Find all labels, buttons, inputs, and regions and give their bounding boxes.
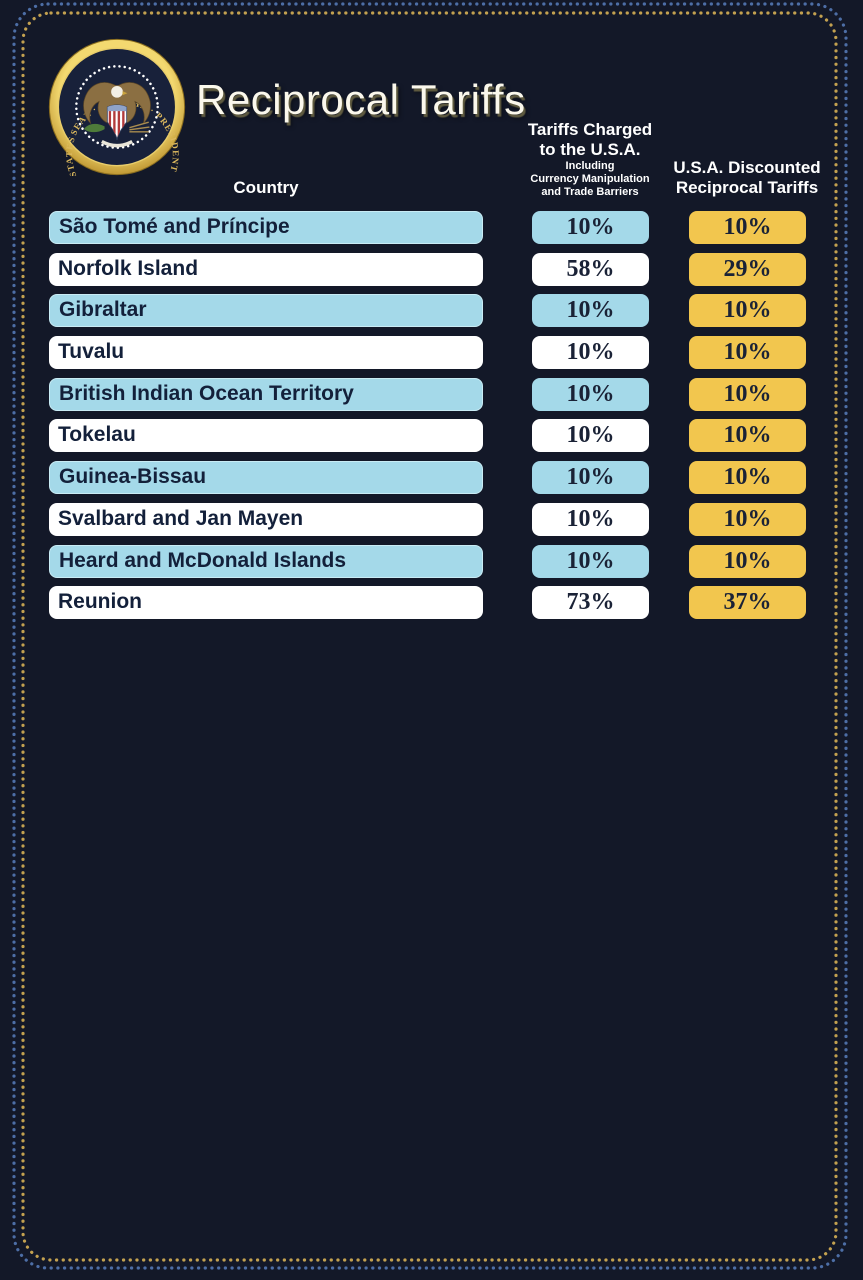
discounted-tariff-value: 10% [723, 380, 772, 407]
charged-tariff-value: 10% [566, 380, 615, 407]
table-row: Guinea-Bissau 10% 10% [49, 461, 809, 495]
country-cell: São Tomé and Príncipe [49, 211, 483, 244]
charged-tariff-value: 58% [566, 255, 615, 282]
discounted-header-line2: Reciprocal Tariffs [675, 178, 819, 197]
table-row: Svalbard and Jan Mayen 10% 10% [49, 502, 809, 536]
charged-tariff-cell: 58% [532, 252, 649, 286]
table-row: British Indian Ocean Territory 10% 10% [49, 377, 809, 411]
shield-chief [107, 104, 127, 112]
charged-tariff-cell: 10% [532, 502, 649, 536]
charged-tariff-cell: 73% [532, 586, 649, 620]
country-cell: British Indian Ocean Territory [49, 377, 483, 411]
discounted-tariff-cell: 29% [689, 252, 806, 286]
discounted-tariff-cell: 37% [689, 586, 806, 620]
discounted-tariff-cell: 10% [689, 419, 806, 453]
country-cell: Reunion [49, 586, 483, 620]
discounted-tariff-value: 10% [723, 464, 772, 491]
charged-tariff-value: 10% [566, 422, 615, 449]
discounted-tariff-cell: 10% [689, 377, 806, 411]
table-row: Norfolk Island 58% 29% [49, 252, 809, 286]
discounted-tariff-cell: 10% [689, 544, 806, 578]
table-row: São Tomé and Príncipe 10% 10% [49, 211, 809, 244]
charged-header-line1: Tariffs Charged [527, 120, 653, 139]
table-row: Reunion 73% 37% [49, 586, 809, 620]
inner-gold-dotted-border [21, 11, 838, 1262]
country-cell: Tuvalu [49, 336, 483, 370]
column-header-charged: Tariffs Charged to the U.S.A. Including … [498, 120, 682, 199]
charged-header-sub2: Currency Manipulation [530, 173, 650, 185]
discounted-tariff-value: 10% [723, 339, 772, 366]
country-cell: Svalbard and Jan Mayen [49, 502, 483, 536]
seal-eagle [83, 82, 151, 148]
charged-tariff-cell: 10% [532, 544, 649, 578]
discounted-header-line1: U.S.A. Discounted [673, 158, 821, 177]
discounted-tariff-value: 10% [723, 547, 772, 574]
discounted-tariff-value: 29% [723, 255, 772, 282]
discounted-tariff-cell: 10% [689, 502, 806, 536]
olive-branch [83, 123, 105, 133]
charged-tariff-value: 10% [566, 214, 615, 240]
table-row: Tuvalu 10% 10% [49, 336, 809, 370]
country-cell: Norfolk Island [49, 252, 483, 286]
page-title: Reciprocal Tariffs [196, 76, 526, 123]
discounted-tariff-value: 10% [723, 297, 772, 324]
charged-tariff-cell: 10% [532, 211, 649, 244]
presidential-seal: SEAL · OF · THE · PRESIDENT · OF · THE ·… [48, 38, 186, 176]
charged-tariff-cell: 10% [532, 294, 649, 328]
charged-tariff-cell: 10% [532, 377, 649, 411]
charged-header-sub1: Including [565, 160, 615, 172]
charged-tariff-value: 10% [566, 547, 615, 574]
banner [100, 139, 134, 148]
charged-tariff-value: 10% [566, 339, 615, 366]
country-cell: Gibraltar [49, 294, 483, 328]
seal-star-ring [75, 65, 159, 149]
country-cell: Guinea-Bissau [49, 461, 483, 495]
tariff-table: São Tomé and Príncipe 10% 10% Norfolk Is… [49, 211, 809, 628]
discounted-tariff-cell: 10% [689, 461, 806, 495]
arrows [129, 121, 150, 133]
charged-tariff-value: 73% [566, 589, 615, 616]
table-row: Tokelau 10% 10% [49, 419, 809, 453]
column-header-country: Country [233, 178, 299, 197]
charged-header-sub3: and Trade Barriers [541, 186, 639, 198]
eagle-beak [122, 91, 128, 96]
discounted-tariff-cell: 10% [689, 336, 806, 370]
discounted-tariff-value: 37% [723, 589, 772, 616]
charged-tariff-value: 10% [566, 464, 615, 491]
charged-header-line2: to the U.S.A. [539, 140, 641, 159]
discounted-tariff-value: 10% [723, 422, 772, 449]
charged-tariff-cell: 10% [532, 461, 649, 495]
charged-tariff-cell: 10% [532, 419, 649, 453]
country-cell: Tokelau [49, 419, 483, 453]
country-cell: Heard and McDonald Islands [49, 544, 483, 578]
table-row: Gibraltar 10% 10% [49, 294, 809, 328]
eagle-head [110, 85, 124, 99]
table-row: Heard and McDonald Islands 10% 10% [49, 544, 809, 578]
discounted-tariff-cell: 10% [689, 211, 806, 244]
charged-tariff-value: 10% [566, 297, 615, 324]
discounted-tariff-cell: 10% [689, 294, 806, 328]
discounted-tariff-value: 10% [723, 214, 772, 240]
charged-tariff-cell: 10% [532, 336, 649, 370]
charged-tariff-value: 10% [566, 505, 615, 532]
column-header-discounted: U.S.A. Discounted Reciprocal Tariffs [655, 158, 839, 198]
discounted-tariff-value: 10% [723, 505, 772, 532]
